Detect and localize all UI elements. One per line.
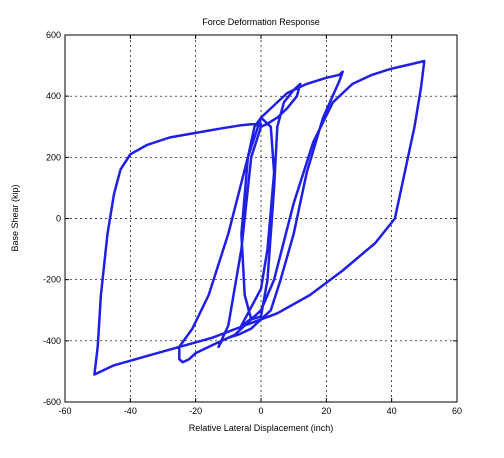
y-tick-label: -600 [43, 397, 61, 407]
x-axis-label: Relative Lateral Displacement (inch) [189, 423, 334, 433]
y-tick-label: -400 [43, 336, 61, 346]
y-tick-label: 200 [46, 152, 61, 162]
x-tick-label: 20 [321, 406, 331, 416]
y-tick-label: 600 [46, 30, 61, 40]
x-tick-label: -40 [124, 406, 137, 416]
y-axis-label: Base Shear (kip) [10, 184, 20, 251]
x-tick-label: 0 [258, 406, 263, 416]
x-tick-label: -20 [189, 406, 202, 416]
x-tick-label: 60 [452, 406, 462, 416]
y-tick-label: -200 [43, 275, 61, 285]
x-tick-label: -60 [58, 406, 71, 416]
y-tick-label: 400 [46, 91, 61, 101]
grid [65, 35, 457, 402]
hysteresis-series-line [93, 59, 426, 376]
series-layer [93, 59, 426, 376]
x-tick-label: 40 [387, 406, 397, 416]
chart-title: Force Deformation Response [202, 17, 320, 27]
y-tick-label: 0 [56, 214, 61, 224]
